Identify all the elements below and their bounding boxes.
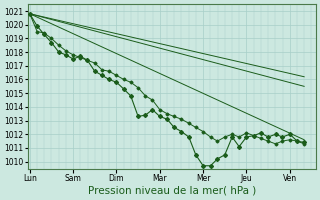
X-axis label: Pression niveau de la mer( hPa ): Pression niveau de la mer( hPa )	[88, 186, 256, 196]
